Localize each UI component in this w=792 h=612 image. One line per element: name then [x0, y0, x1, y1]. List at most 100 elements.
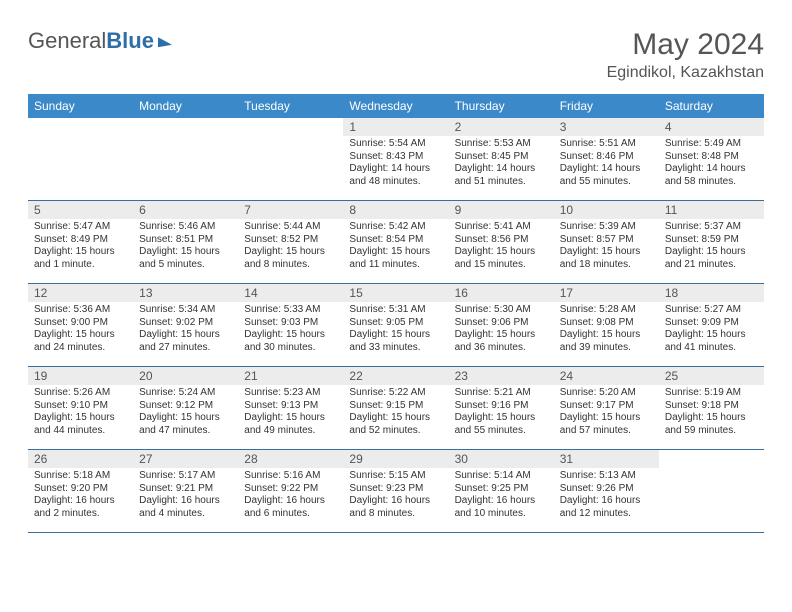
calendar-day-cell: 11Sunrise: 5:37 AMSunset: 8:59 PMDayligh… — [659, 201, 764, 284]
sunrise-text: Sunrise: 5:23 AM — [244, 387, 337, 400]
title-block: May 2024 Egindikol, Kazakhstan — [607, 28, 764, 82]
day-number: 29 — [343, 450, 448, 468]
calendar-day-cell: 13Sunrise: 5:34 AMSunset: 9:02 PMDayligh… — [133, 284, 238, 367]
calendar-day-cell: 26Sunrise: 5:18 AMSunset: 9:20 PMDayligh… — [28, 450, 133, 533]
day-info: Sunrise: 5:54 AMSunset: 8:43 PMDaylight:… — [343, 136, 448, 192]
sunrise-text: Sunrise: 5:16 AM — [244, 470, 337, 483]
sunset-text: Sunset: 9:17 PM — [560, 400, 653, 413]
sunset-text: Sunset: 8:57 PM — [560, 234, 653, 247]
calendar-week-row: 19Sunrise: 5:26 AMSunset: 9:10 PMDayligh… — [28, 367, 764, 450]
day-number: 10 — [554, 201, 659, 219]
logo-text-1: General — [28, 28, 106, 54]
day-number: 20 — [133, 367, 238, 385]
calendar-day-cell: 17Sunrise: 5:28 AMSunset: 9:08 PMDayligh… — [554, 284, 659, 367]
sunset-text: Sunset: 9:23 PM — [349, 483, 442, 496]
sunrise-text: Sunrise: 5:34 AM — [139, 304, 232, 317]
calendar-day-cell: 6Sunrise: 5:46 AMSunset: 8:51 PMDaylight… — [133, 201, 238, 284]
day-number: 7 — [238, 201, 343, 219]
day-info: Sunrise: 5:17 AMSunset: 9:21 PMDaylight:… — [133, 468, 238, 524]
sunrise-text: Sunrise: 5:26 AM — [34, 387, 127, 400]
sunset-text: Sunset: 9:21 PM — [139, 483, 232, 496]
sunset-text: Sunset: 8:52 PM — [244, 234, 337, 247]
calendar-day-cell: 20Sunrise: 5:24 AMSunset: 9:12 PMDayligh… — [133, 367, 238, 450]
day-info: Sunrise: 5:41 AMSunset: 8:56 PMDaylight:… — [449, 219, 554, 275]
calendar-day-cell: 1Sunrise: 5:54 AMSunset: 8:43 PMDaylight… — [343, 118, 448, 201]
sunset-text: Sunset: 9:09 PM — [665, 317, 758, 330]
sunset-text: Sunset: 8:45 PM — [455, 151, 548, 164]
day-info: Sunrise: 5:44 AMSunset: 8:52 PMDaylight:… — [238, 219, 343, 275]
day-number: 4 — [659, 118, 764, 136]
weekday-header: Tuesday — [238, 94, 343, 118]
sunset-text: Sunset: 9:10 PM — [34, 400, 127, 413]
sunrise-text: Sunrise: 5:24 AM — [139, 387, 232, 400]
sunrise-text: Sunrise: 5:33 AM — [244, 304, 337, 317]
daylight-text: Daylight: 14 hours and 55 minutes. — [560, 163, 653, 188]
day-info: Sunrise: 5:34 AMSunset: 9:02 PMDaylight:… — [133, 302, 238, 358]
daylight-text: Daylight: 15 hours and 49 minutes. — [244, 412, 337, 437]
sunset-text: Sunset: 9:12 PM — [139, 400, 232, 413]
day-info: Sunrise: 5:21 AMSunset: 9:16 PMDaylight:… — [449, 385, 554, 441]
daylight-text: Daylight: 15 hours and 59 minutes. — [665, 412, 758, 437]
day-number: 28 — [238, 450, 343, 468]
calendar-table: SundayMondayTuesdayWednesdayThursdayFrid… — [28, 94, 764, 533]
daylight-text: Daylight: 15 hours and 33 minutes. — [349, 329, 442, 354]
sunrise-text: Sunrise: 5:13 AM — [560, 470, 653, 483]
daylight-text: Daylight: 16 hours and 12 minutes. — [560, 495, 653, 520]
calendar-day-cell — [133, 118, 238, 201]
weekday-header-row: SundayMondayTuesdayWednesdayThursdayFrid… — [28, 94, 764, 118]
day-info: Sunrise: 5:24 AMSunset: 9:12 PMDaylight:… — [133, 385, 238, 441]
day-number — [28, 118, 133, 122]
sunset-text: Sunset: 9:16 PM — [455, 400, 548, 413]
sunrise-text: Sunrise: 5:18 AM — [34, 470, 127, 483]
sunset-text: Sunset: 9:05 PM — [349, 317, 442, 330]
day-info: Sunrise: 5:14 AMSunset: 9:25 PMDaylight:… — [449, 468, 554, 524]
day-number: 27 — [133, 450, 238, 468]
day-number: 25 — [659, 367, 764, 385]
day-number: 13 — [133, 284, 238, 302]
daylight-text: Daylight: 15 hours and 11 minutes. — [349, 246, 442, 271]
calendar-day-cell: 31Sunrise: 5:13 AMSunset: 9:26 PMDayligh… — [554, 450, 659, 533]
day-number: 24 — [554, 367, 659, 385]
daylight-text: Daylight: 14 hours and 51 minutes. — [455, 163, 548, 188]
daylight-text: Daylight: 15 hours and 30 minutes. — [244, 329, 337, 354]
daylight-text: Daylight: 15 hours and 18 minutes. — [560, 246, 653, 271]
daylight-text: Daylight: 15 hours and 57 minutes. — [560, 412, 653, 437]
location-label: Egindikol, Kazakhstan — [607, 64, 764, 82]
calendar-day-cell: 18Sunrise: 5:27 AMSunset: 9:09 PMDayligh… — [659, 284, 764, 367]
sunset-text: Sunset: 8:54 PM — [349, 234, 442, 247]
calendar-day-cell: 8Sunrise: 5:42 AMSunset: 8:54 PMDaylight… — [343, 201, 448, 284]
day-info: Sunrise: 5:53 AMSunset: 8:45 PMDaylight:… — [449, 136, 554, 192]
calendar-day-cell — [28, 118, 133, 201]
day-info: Sunrise: 5:27 AMSunset: 9:09 PMDaylight:… — [659, 302, 764, 358]
daylight-text: Daylight: 14 hours and 48 minutes. — [349, 163, 442, 188]
day-number — [659, 450, 764, 454]
daylight-text: Daylight: 15 hours and 36 minutes. — [455, 329, 548, 354]
sunrise-text: Sunrise: 5:31 AM — [349, 304, 442, 317]
logo-triangle-icon — [158, 35, 172, 47]
sunrise-text: Sunrise: 5:21 AM — [455, 387, 548, 400]
sunrise-text: Sunrise: 5:28 AM — [560, 304, 653, 317]
daylight-text: Daylight: 15 hours and 1 minute. — [34, 246, 127, 271]
sunrise-text: Sunrise: 5:14 AM — [455, 470, 548, 483]
sunrise-text: Sunrise: 5:36 AM — [34, 304, 127, 317]
calendar-week-row: 26Sunrise: 5:18 AMSunset: 9:20 PMDayligh… — [28, 450, 764, 533]
daylight-text: Daylight: 16 hours and 4 minutes. — [139, 495, 232, 520]
day-number: 9 — [449, 201, 554, 219]
daylight-text: Daylight: 16 hours and 8 minutes. — [349, 495, 442, 520]
day-info: Sunrise: 5:28 AMSunset: 9:08 PMDaylight:… — [554, 302, 659, 358]
daylight-text: Daylight: 15 hours and 27 minutes. — [139, 329, 232, 354]
day-info: Sunrise: 5:31 AMSunset: 9:05 PMDaylight:… — [343, 302, 448, 358]
sunrise-text: Sunrise: 5:27 AM — [665, 304, 758, 317]
day-number: 1 — [343, 118, 448, 136]
calendar-day-cell: 10Sunrise: 5:39 AMSunset: 8:57 PMDayligh… — [554, 201, 659, 284]
sunrise-text: Sunrise: 5:53 AM — [455, 138, 548, 151]
day-number: 2 — [449, 118, 554, 136]
sunrise-text: Sunrise: 5:42 AM — [349, 221, 442, 234]
day-info: Sunrise: 5:42 AMSunset: 8:54 PMDaylight:… — [343, 219, 448, 275]
day-number: 18 — [659, 284, 764, 302]
calendar-day-cell: 9Sunrise: 5:41 AMSunset: 8:56 PMDaylight… — [449, 201, 554, 284]
daylight-text: Daylight: 15 hours and 52 minutes. — [349, 412, 442, 437]
day-number: 21 — [238, 367, 343, 385]
calendar-day-cell: 7Sunrise: 5:44 AMSunset: 8:52 PMDaylight… — [238, 201, 343, 284]
logo: GeneralBlue — [28, 28, 172, 54]
